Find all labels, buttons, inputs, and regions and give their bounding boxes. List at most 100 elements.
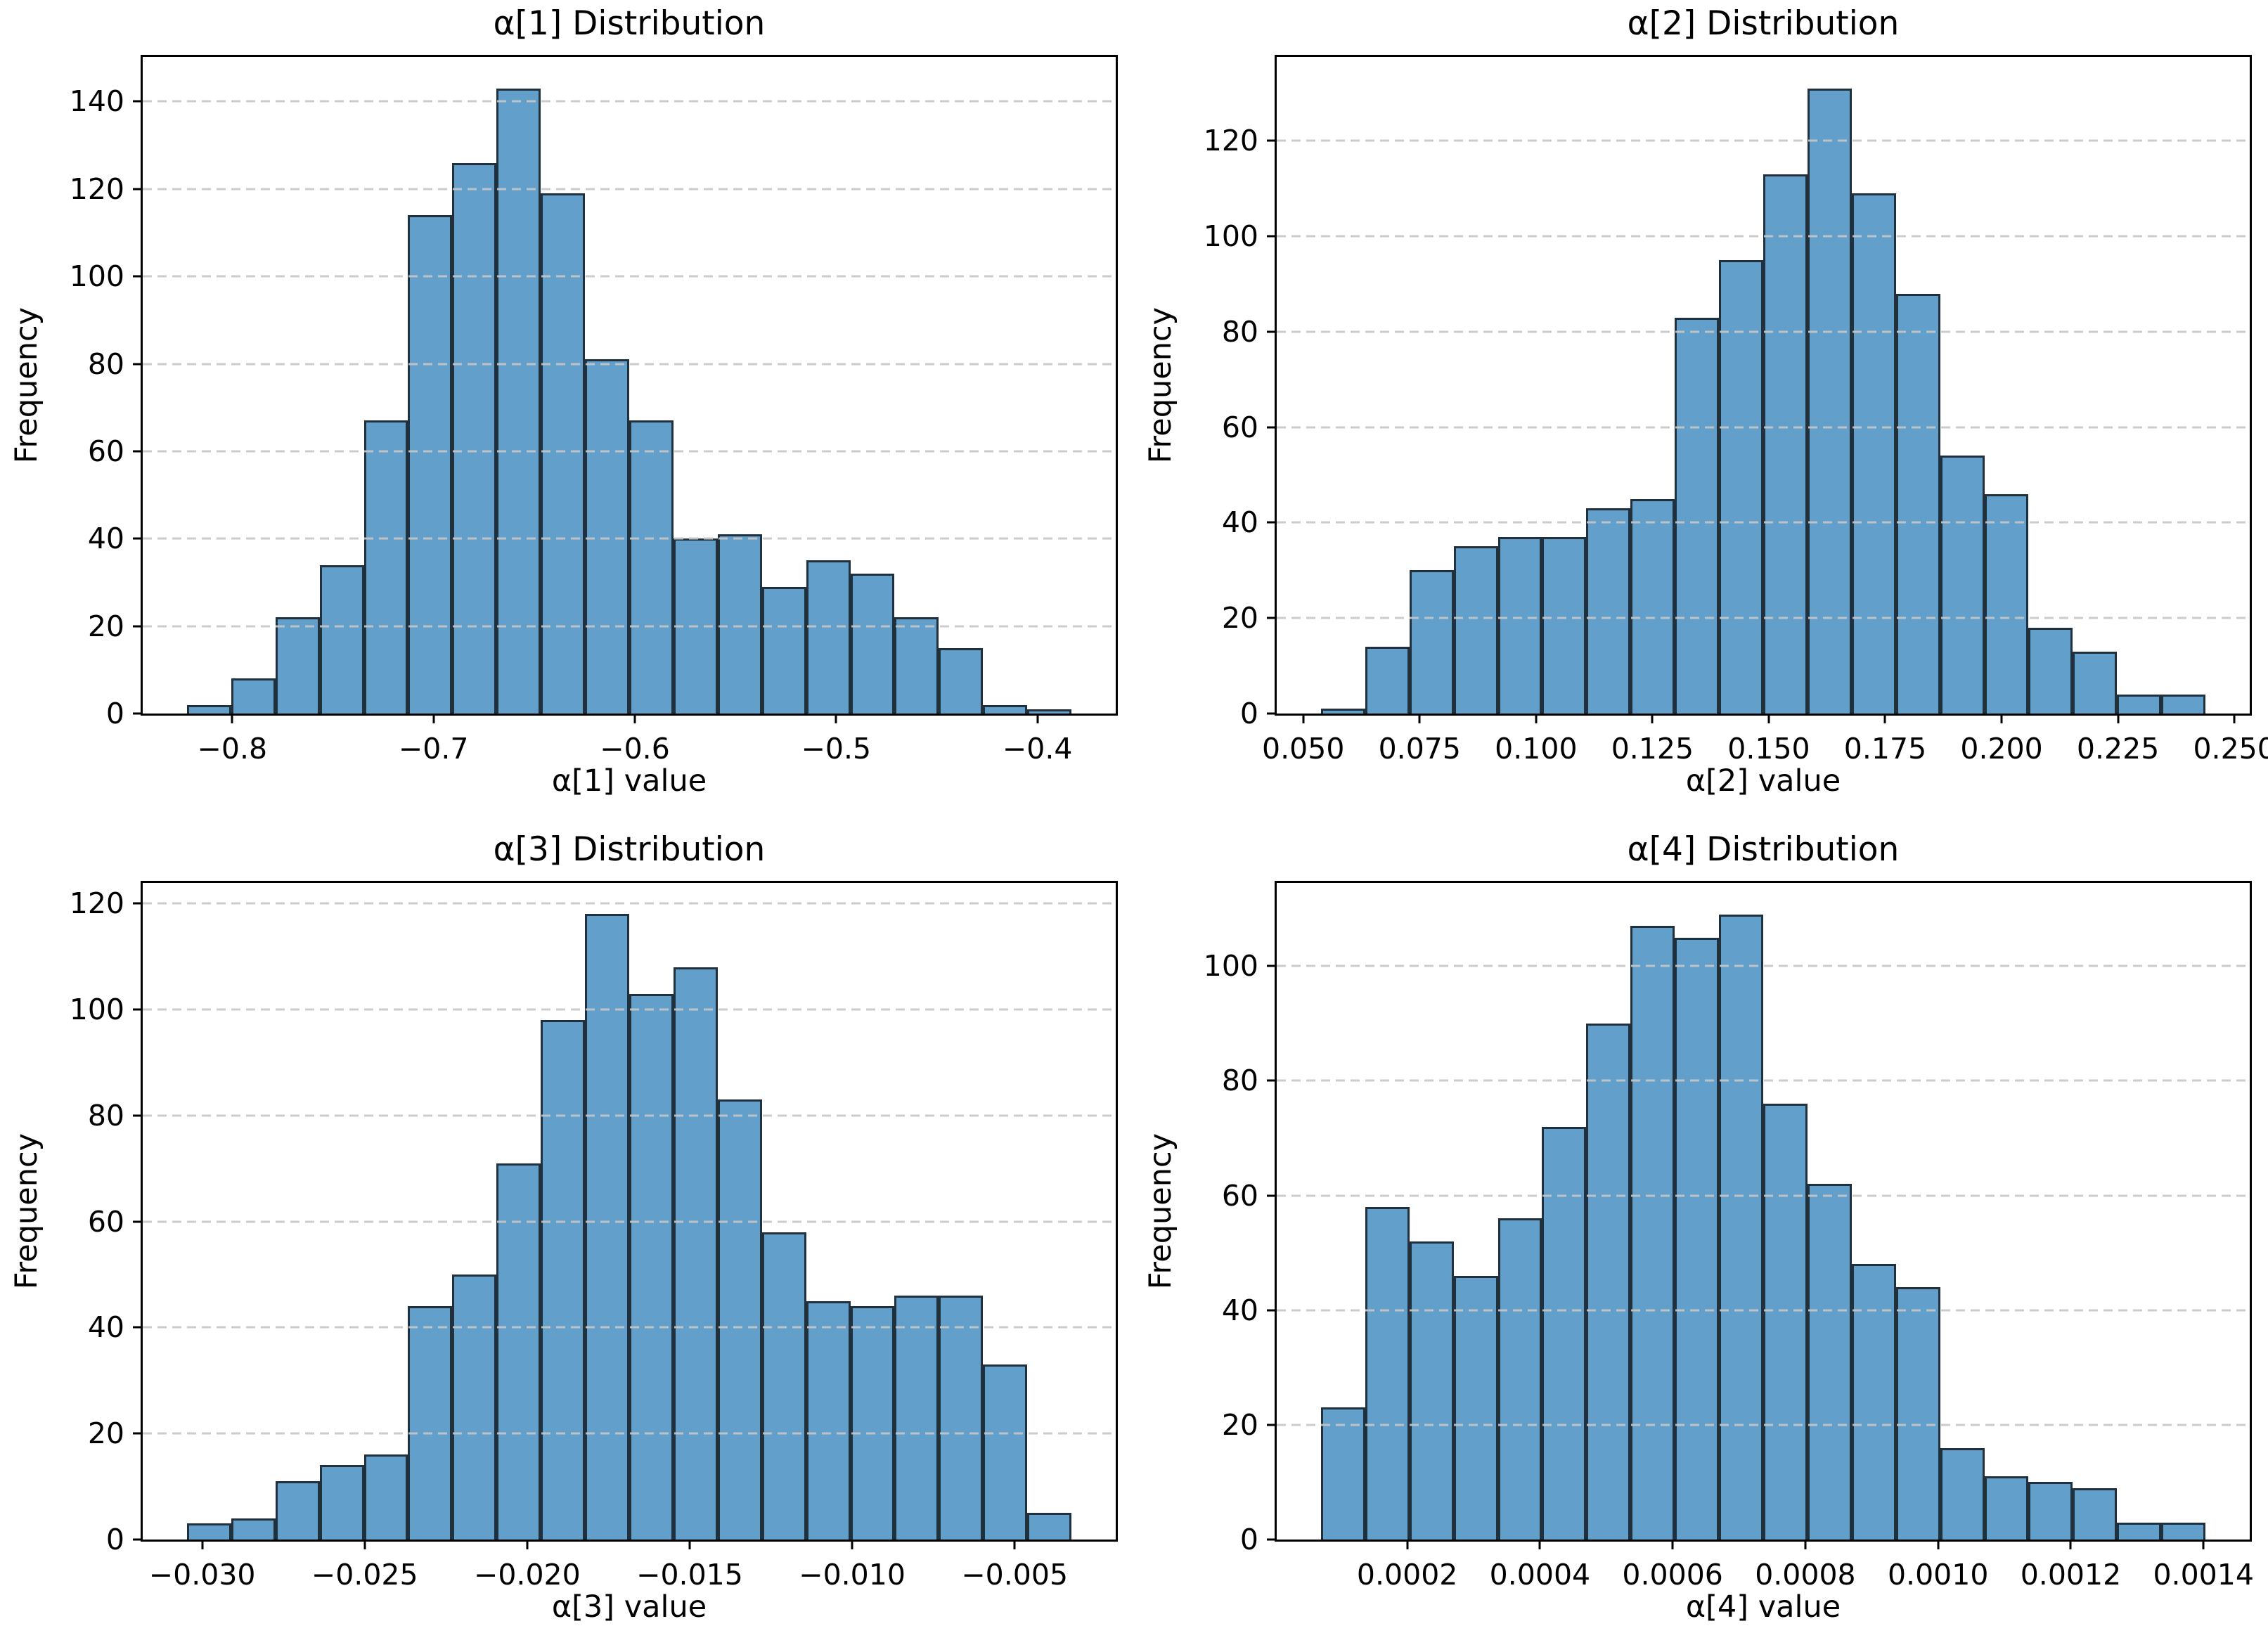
x-tick-label: 0.0004 xyxy=(1489,1558,1591,1592)
x-tick xyxy=(2117,714,2120,723)
y-gridline xyxy=(1277,1194,2250,1197)
histogram-bar xyxy=(939,1296,984,1540)
histogram-bar xyxy=(1586,508,1631,714)
y-tick xyxy=(133,363,143,366)
x-tick xyxy=(1767,714,1770,723)
y-tick-label: 20 xyxy=(1221,1407,1258,1442)
plot-area-alpha-1: 0 20 40 60 80 100 120 140 −0.8 −0.7 −0.6 −0.5 −0.4 xyxy=(70,55,1118,766)
y-gridline xyxy=(143,902,1116,905)
histogram-bar xyxy=(1895,293,1940,714)
y-gridline xyxy=(143,625,1116,628)
y-tick-label: 20 xyxy=(87,1417,124,1451)
histogram-bar xyxy=(1027,1513,1072,1540)
histogram-bar xyxy=(496,88,541,714)
histogram-bar xyxy=(894,1296,939,1540)
x-tick-label: −0.020 xyxy=(473,1558,581,1592)
y-tick-label: 100 xyxy=(69,993,124,1027)
histogram-bar xyxy=(1497,536,1542,714)
subplot-alpha-2: α[2] Distribution Frequency 0 20 40 60 80 100… xyxy=(1134,0,2268,826)
x-tick xyxy=(2202,1540,2205,1549)
y-tick-label: 100 xyxy=(69,259,124,294)
x-tick-label: 0.125 xyxy=(1611,732,1694,766)
x-axis-label: α[4] value xyxy=(1685,1589,1841,1625)
y-tick xyxy=(133,450,143,453)
x-tick xyxy=(1937,1540,1940,1549)
histogram-bar xyxy=(585,359,629,714)
histogram-bar xyxy=(1409,1241,1454,1540)
histogram-bar xyxy=(1542,536,1587,714)
x-tick xyxy=(1804,1540,1807,1549)
x-tick-label: −0.025 xyxy=(311,1558,418,1592)
histogram-bar xyxy=(1807,88,1852,714)
histogram-bar xyxy=(275,617,320,714)
y-tick xyxy=(133,1220,143,1223)
y-gridline xyxy=(143,537,1116,540)
y-tick xyxy=(1267,426,1277,429)
y-tick-label: 140 xyxy=(69,84,124,119)
y-tick-label: 40 xyxy=(87,522,124,556)
histogram-bar xyxy=(231,1518,276,1540)
histogram-bar xyxy=(894,617,939,714)
x-tick xyxy=(526,1540,529,1549)
y-gridline xyxy=(143,100,1116,103)
y-tick-label: 80 xyxy=(87,347,124,381)
y-tick xyxy=(133,1114,143,1117)
subplot-title: α[2] Distribution xyxy=(1627,4,1900,43)
y-tick xyxy=(1267,1309,1277,1312)
histogram-bar xyxy=(850,1306,895,1540)
histogram-bar xyxy=(186,704,231,714)
x-tick-label: 0.150 xyxy=(1727,732,1810,766)
y-axis-label: Frequency xyxy=(1143,306,1178,464)
x-tick xyxy=(688,1540,691,1549)
y-tick-label: 60 xyxy=(1221,1178,1258,1213)
x-tick-label: −0.010 xyxy=(799,1558,906,1592)
histogram-bar xyxy=(1940,1447,1985,1540)
y-gridline xyxy=(1277,139,2250,142)
histogram-bar xyxy=(2161,694,2206,714)
y-gridline xyxy=(1277,1309,2250,1312)
histogram-bar xyxy=(585,914,629,1540)
y-gridline xyxy=(1277,964,2250,967)
y-tick xyxy=(1267,712,1277,715)
histogram-bar xyxy=(1630,926,1675,1540)
subplot-alpha-3: α[3] Distribution Frequency 0 20 40 60 80 100… xyxy=(0,826,1134,1652)
histogram-bar xyxy=(939,647,984,714)
x-tick-label: 0.100 xyxy=(1495,732,1578,766)
x-tick-label: −0.030 xyxy=(148,1558,256,1592)
y-gridline xyxy=(143,363,1116,366)
histogram-bar xyxy=(231,678,276,714)
y-tick-label: 60 xyxy=(87,434,124,468)
y-gridline xyxy=(1277,617,2250,619)
histogram-bar xyxy=(983,704,1028,714)
y-tick-label: 40 xyxy=(87,1310,124,1345)
x-tick xyxy=(2000,714,2003,723)
subplot-title: α[3] Distribution xyxy=(493,830,766,869)
x-tick-label: −0.8 xyxy=(197,732,268,766)
histogram-bar xyxy=(2028,627,2073,714)
y-tick xyxy=(1267,1538,1277,1541)
y-tick-label: 100 xyxy=(1203,219,1258,254)
histogram-bar xyxy=(1365,646,1410,714)
y-gridline xyxy=(1277,235,2250,238)
y-axis-label: Frequency xyxy=(1143,1132,1178,1290)
x-tick-label: 0.0002 xyxy=(1356,1558,1458,1592)
subplot-title: α[1] Distribution xyxy=(493,4,766,43)
histogram-bar xyxy=(629,420,674,714)
y-tick-label: 0 xyxy=(1239,697,1258,730)
y-tick-label: 100 xyxy=(1203,949,1258,983)
x-tick-label: −0.5 xyxy=(801,732,872,766)
y-tick xyxy=(1267,139,1277,142)
y-gridline xyxy=(143,1008,1116,1011)
x-tick xyxy=(432,714,435,723)
subplot-alpha-4: α[4] Distribution Frequency 0 20 40 60 80 100… xyxy=(1134,826,2268,1652)
histogram-bar xyxy=(275,1481,320,1540)
x-tick-label: 0.075 xyxy=(1378,732,1461,766)
histogram-bar xyxy=(717,1099,762,1540)
histogram-bar xyxy=(2117,1522,2162,1540)
x-tick xyxy=(851,1540,853,1549)
histogram-bar xyxy=(1851,193,1896,714)
x-axis-label: α[2] value xyxy=(1685,763,1841,799)
histogram-bar xyxy=(2073,651,2118,714)
subplot-alpha-1: α[1] Distribution Frequency 0 20 40 60 80 100… xyxy=(0,0,1134,826)
